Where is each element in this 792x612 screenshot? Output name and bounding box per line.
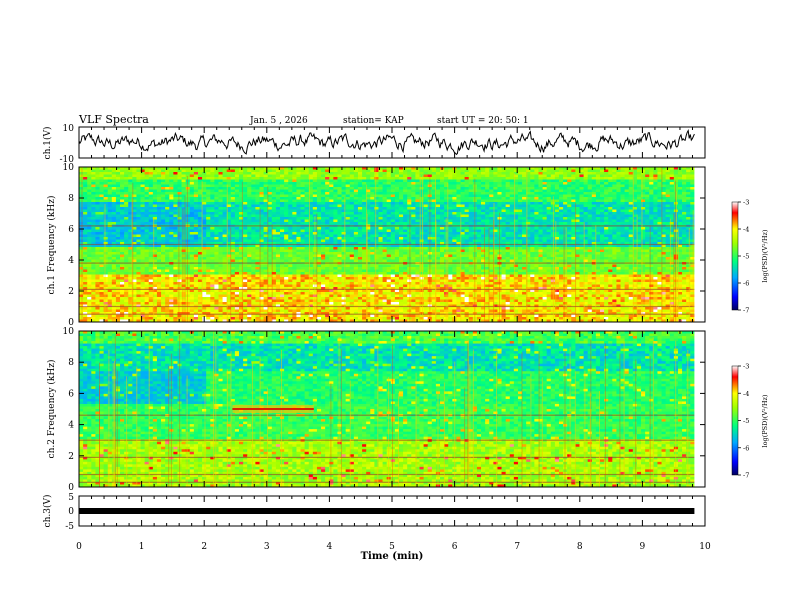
- time-axis-tick-label: 10: [699, 542, 711, 552]
- ch2-colorbar-gradient: [731, 365, 739, 476]
- spectrogram-ytick-label: 8: [68, 358, 74, 368]
- colorbar-tick-label: -7: [743, 472, 749, 480]
- ch3-ylabel: ch.3(V): [42, 495, 53, 528]
- time-axis-tick-labels: 0 1 2 3 4 5 6 7 8 9 10: [76, 542, 711, 552]
- ch2-spectrogram-panel: 10 8 6 4 2 0 ch.2 Frequency (kHz): [46, 327, 706, 493]
- time-axis-tick-label: 4: [327, 542, 333, 552]
- ch2-spectrogram-yticks: 10 8 6 4 2 0: [63, 327, 705, 493]
- spectrogram-ytick-label: 2: [68, 287, 74, 297]
- ch1-spectrogram-yticks: 10 8 6 4 2 0: [63, 163, 705, 328]
- spectrogram-ytick-label: 4: [68, 256, 74, 266]
- ch1-ytick-top: 10: [63, 124, 75, 134]
- start-time-label: start UT = 20: 50: 1: [437, 116, 529, 126]
- ch2-colorbar-ticks: -3 -4 -5 -6 -7: [738, 363, 749, 480]
- ch3-ytick-mid: 0: [68, 507, 74, 517]
- spectrogram-ytick-label: 6: [68, 389, 74, 399]
- ch1-spectrogram-image: [79, 167, 705, 323]
- spectrogram-ytick-label: 10: [63, 327, 75, 337]
- ch3-ytick-top: 5: [68, 493, 74, 503]
- time-axis-tick-label: 5: [389, 542, 395, 552]
- colorbar-tick-label: -5: [743, 253, 749, 261]
- spectrogram-ytick-label: 6: [68, 225, 74, 235]
- ch1-ylabel-channel: ch.1 Frequency (kHz): [46, 196, 57, 295]
- spectrogram-ytick-label: 2: [68, 452, 74, 462]
- time-axis-tick-label: 3: [264, 542, 270, 552]
- spectrogram-ytick-label: 0: [68, 483, 74, 493]
- colorbar-tick-label: -3: [743, 363, 749, 371]
- ch1-colorbar-ticks: -3 -4 -5 -6 -7: [738, 199, 749, 315]
- colorbar-tick-label: -4: [743, 390, 749, 398]
- spectrogram-ytick-label: 0: [68, 318, 74, 328]
- ch1-ytick-bottom: -10: [60, 155, 75, 165]
- colorbar-tick-label: -7: [743, 307, 749, 315]
- colorbar-tick-label: -4: [743, 226, 749, 234]
- figure-title: VLF Spectra: [78, 113, 149, 126]
- time-axis-tick-label: 1: [139, 542, 145, 552]
- colorbar-tick-label: -3: [743, 199, 749, 207]
- colorbar-tick-label: -6: [743, 280, 749, 288]
- time-axis-tick-label: 7: [514, 542, 520, 552]
- spectrogram-ytick-label: 4: [68, 421, 74, 431]
- time-axis-tick-label: 2: [201, 542, 207, 552]
- time-axis-tick-label: 0: [76, 542, 82, 552]
- ch1-colorbar-label: log(PSD)(V²/Hz): [761, 229, 769, 282]
- ch3-waveform-line: [79, 508, 695, 514]
- ch2-ylabel-channel: ch.2 Frequency (kHz): [46, 360, 57, 459]
- spectrogram-ytick-label: 8: [68, 194, 74, 204]
- ch2-spectrogram-image: [79, 331, 705, 488]
- time-axis-tick-label: 8: [577, 542, 583, 552]
- ch1-colorbar-gradient: [731, 201, 739, 311]
- time-axis-label: Time (min): [361, 551, 424, 562]
- date-label: Jan. 5 , 2026: [249, 116, 308, 126]
- ch1-waveform-line: [78, 129, 695, 156]
- colorbar-tick-label: -6: [743, 444, 749, 452]
- spectrogram-ytick-label: 10: [63, 163, 75, 173]
- time-axis-tick-label: 9: [640, 542, 646, 552]
- time-axis-ticks: [78, 127, 706, 526]
- ch3-ytick-bottom: -5: [65, 522, 74, 532]
- ch2-colorbar: -3 -4 -5 -6 -7 log(PSD)(V²/Hz): [731, 363, 769, 480]
- ch1-ylabel: ch.1(V): [42, 127, 53, 160]
- ch1-colorbar: -3 -4 -5 -6 -7 log(PSD)(V²/Hz): [731, 199, 769, 315]
- ch1-spectrogram-panel: 10 8 6 4 2 0 ch.1 Frequency (kHz): [46, 163, 706, 328]
- station-label: station= KAP: [343, 116, 404, 126]
- ch2-colorbar-label: log(PSD)(V²/Hz): [761, 394, 769, 447]
- colorbar-tick-label: -5: [743, 417, 749, 425]
- time-axis-tick-label: 6: [452, 542, 458, 552]
